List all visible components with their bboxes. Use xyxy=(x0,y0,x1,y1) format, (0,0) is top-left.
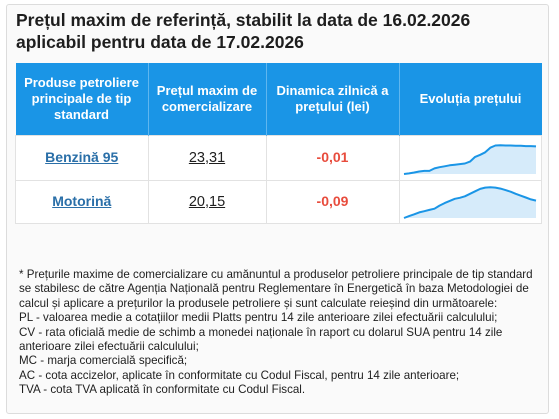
product-cell: Benzină 95 xyxy=(15,135,149,181)
price-cell: 20,15 xyxy=(147,180,267,224)
trend-sparkline-motorina xyxy=(403,186,537,219)
note-cv: CV - rata oficială medie de schimb a mon… xyxy=(19,325,503,354)
product-link-motorina[interactable]: Motorină xyxy=(52,193,112,209)
trend-line xyxy=(403,186,537,219)
delta-cell: -0,01 xyxy=(265,135,400,181)
product-cell: Motorină xyxy=(15,180,149,224)
col-header-evolution: Evoluția prețului xyxy=(399,63,542,136)
delta-value: -0,01 xyxy=(316,149,349,165)
trend-line xyxy=(404,144,537,175)
col-header-dynamics: Dinamica zilnică a prețului (lei) xyxy=(266,63,400,136)
trend-area xyxy=(404,187,537,218)
note-intro: * Prețurile maxime de comercializare cu … xyxy=(19,268,533,310)
trend-area xyxy=(404,145,537,174)
product-link-benzina[interactable]: Benzină 95 xyxy=(45,149,119,165)
table-header-row: Produse petroliere principale de tip sta… xyxy=(15,63,542,136)
trend-cell xyxy=(398,135,542,181)
price-value: 23,31 xyxy=(188,150,226,166)
price-cell: 23,31 xyxy=(147,135,267,181)
delta-cell: -0,09 xyxy=(265,180,400,224)
col-header-price: Prețul maxim de comercializare xyxy=(148,63,267,136)
delta-value: -0,09 xyxy=(316,193,349,209)
table-row: Motorină 20,15 -0,09 xyxy=(15,180,542,224)
price-card: Prețul maxim de referință, stabilit la d… xyxy=(6,4,549,414)
price-table: Produse petroliere principale de tip sta… xyxy=(15,63,542,224)
trend-sparkline-benzina xyxy=(404,144,537,175)
trend-cell xyxy=(398,180,542,224)
table-row: Benzină 95 23,31 -0,01 xyxy=(15,135,542,181)
methodology-notes: * Prețurile maxime de comercializare cu … xyxy=(19,268,541,398)
price-value: 20,15 xyxy=(188,194,226,210)
col-header-product: Produse petroliere principale de tip sta… xyxy=(15,63,149,136)
note-tva: TVA - cota TVA aplicată în conformitate … xyxy=(19,383,306,397)
note-pl: PL - valoarea medie a cotațiilor medii P… xyxy=(19,311,498,325)
note-mc: MC - marja comercială specifică; xyxy=(19,354,188,368)
note-ac: AC - cota accizelor, aplicate în conform… xyxy=(19,368,460,382)
page-title: Prețul maxim de referință, stabilit la d… xyxy=(16,10,471,52)
